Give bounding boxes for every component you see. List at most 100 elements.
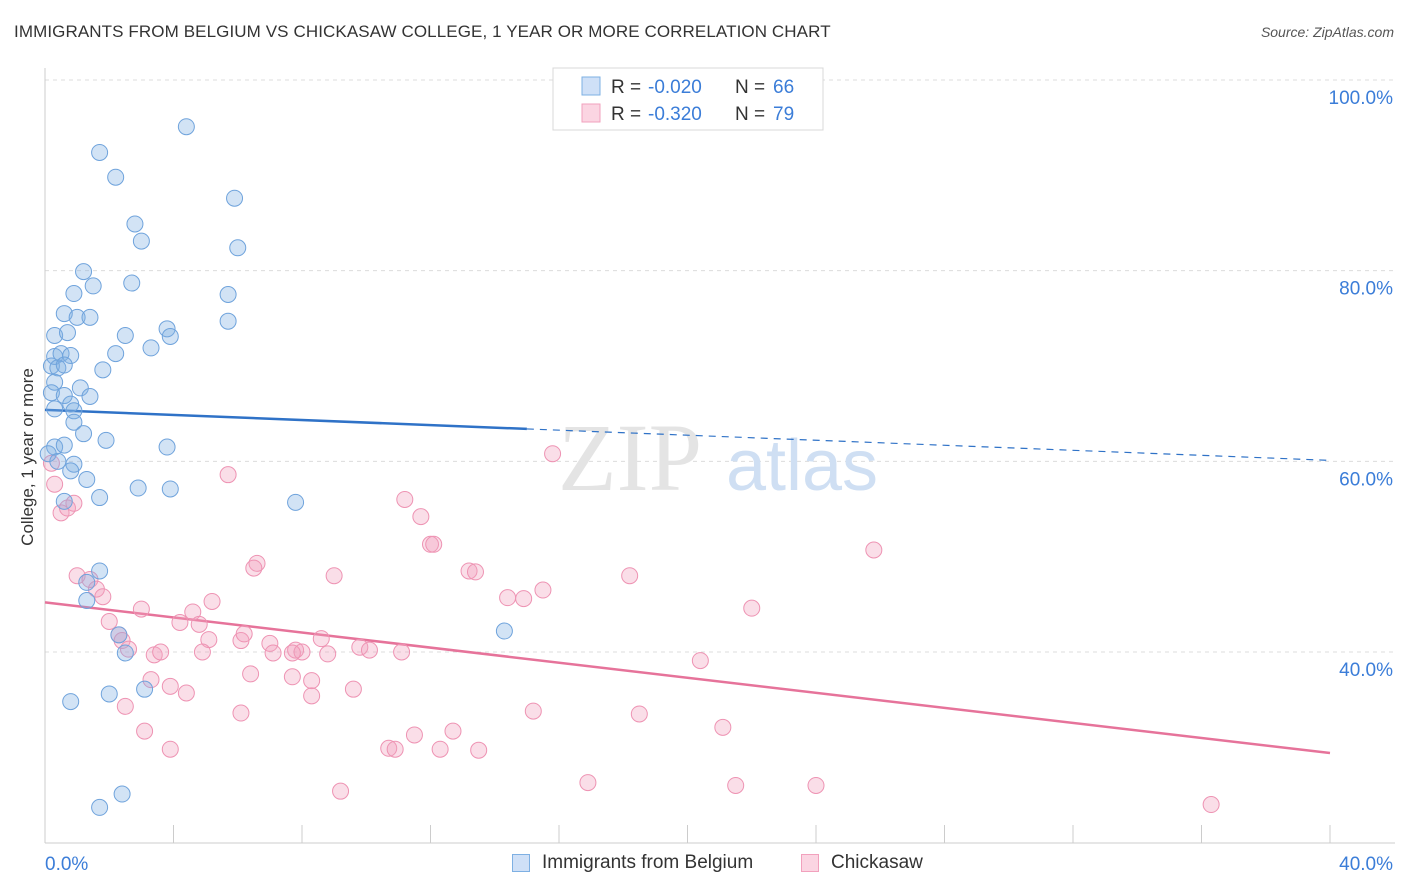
- point-chickasaw: [264, 644, 282, 662]
- point-belgium: [116, 326, 134, 344]
- legend-swatch-belgium: [512, 854, 530, 872]
- stats-legend-swatch-pink: [581, 103, 601, 123]
- point-chickasaw: [161, 677, 179, 695]
- point-chickasaw: [444, 722, 462, 740]
- data-points: [39, 118, 1220, 816]
- point-chickasaw: [380, 739, 398, 757]
- x-tick-label-min: 0.0%: [45, 854, 88, 875]
- point-belgium: [107, 345, 125, 363]
- point-chickasaw: [94, 588, 112, 606]
- point-chickasaw: [431, 740, 449, 758]
- point-belgium: [46, 326, 64, 344]
- point-chickasaw: [325, 567, 343, 585]
- legend-item-chickasaw[interactable]: Chickasaw: [801, 852, 923, 874]
- y-tick-label: 100.0%: [1329, 88, 1394, 109]
- point-belgium: [287, 493, 305, 511]
- point-belgium: [75, 425, 93, 443]
- point-chickasaw: [386, 740, 404, 758]
- point-chickasaw: [319, 645, 337, 663]
- point-belgium: [91, 562, 109, 580]
- point-belgium: [113, 785, 131, 803]
- point-chickasaw: [303, 672, 321, 690]
- y-tick-label: 80.0%: [1339, 279, 1393, 300]
- point-chickasaw: [466, 563, 484, 581]
- x-tick-label-max: 40.0%: [1339, 854, 1393, 875]
- stats-legend: R = -0.020 N = 66 R = -0.320 N = 79: [552, 67, 824, 131]
- bottom-legend: Immigrants from Belgium Chickasaw: [0, 850, 1406, 880]
- point-belgium: [55, 356, 73, 374]
- point-chickasaw: [579, 774, 597, 792]
- point-belgium: [229, 239, 247, 257]
- point-chickasaw: [42, 454, 60, 472]
- point-chickasaw: [68, 567, 86, 585]
- point-chickasaw: [245, 559, 263, 577]
- point-chickasaw: [544, 445, 562, 463]
- point-belgium: [46, 373, 64, 391]
- point-belgium: [126, 215, 144, 233]
- point-chickasaw: [132, 600, 150, 618]
- point-chickasaw: [412, 508, 430, 526]
- point-chickasaw: [360, 641, 378, 659]
- point-belgium: [81, 308, 99, 326]
- point-chickasaw: [344, 680, 362, 698]
- point-belgium: [161, 480, 179, 498]
- point-belgium: [78, 592, 96, 610]
- point-chickasaw: [534, 581, 552, 599]
- point-chickasaw: [621, 567, 639, 585]
- point-belgium: [62, 693, 80, 711]
- point-belgium: [161, 327, 179, 345]
- point-chickasaw: [242, 665, 260, 683]
- axes: 0.0% 40.0%: [44, 68, 1395, 875]
- trendline-chickasaw: [44, 601, 1331, 755]
- point-chickasaw: [405, 726, 423, 744]
- stats-n-label-blue: N =: [735, 77, 765, 98]
- point-belgium: [78, 573, 96, 591]
- point-belgium: [123, 274, 141, 292]
- point-chickasaw: [136, 722, 154, 740]
- point-chickasaw: [630, 705, 648, 723]
- point-belgium: [226, 189, 244, 207]
- point-chickasaw: [807, 776, 825, 794]
- point-chickasaw: [499, 589, 517, 607]
- stats-r-value-pink: -0.320: [648, 104, 702, 125]
- stats-r-label-pink: R =: [611, 104, 641, 125]
- point-belgium: [136, 680, 154, 698]
- point-belgium: [142, 339, 160, 357]
- point-chickasaw: [193, 643, 211, 661]
- point-belgium: [42, 357, 60, 375]
- watermark: ZIP atlas: [558, 404, 878, 511]
- point-chickasaw: [396, 490, 414, 508]
- point-chickasaw: [142, 671, 160, 689]
- point-belgium: [219, 286, 237, 303]
- point-belgium: [91, 489, 109, 507]
- point-chickasaw: [470, 741, 488, 759]
- gridlines: 40.0% 60.0% 80.0% 100.0%: [45, 79, 1395, 681]
- chart-title: IMMIGRANTS FROM BELGIUM VS CHICKASAW COL…: [14, 22, 831, 41]
- point-chickasaw: [161, 740, 179, 758]
- trendline-belgium: [44, 408, 527, 431]
- point-belgium: [132, 232, 150, 250]
- point-chickasaw: [425, 535, 443, 553]
- point-chickasaw: [219, 466, 237, 484]
- source-label: Source: ZipAtlas.com: [1260, 24, 1394, 40]
- point-chickasaw: [100, 612, 118, 630]
- point-chickasaw: [248, 554, 266, 572]
- point-chickasaw: [303, 687, 321, 705]
- stats-n-value-pink: 79: [773, 104, 794, 125]
- point-belgium: [71, 379, 89, 397]
- point-chickasaw: [152, 643, 170, 661]
- point-belgium: [78, 470, 96, 488]
- stats-r-label-blue: R =: [611, 77, 641, 98]
- legend-label-chickasaw: Chickasaw: [831, 852, 923, 873]
- point-chickasaw: [1202, 796, 1220, 814]
- point-chickasaw: [283, 644, 301, 662]
- stats-legend-swatch-blue: [581, 76, 601, 96]
- point-belgium: [97, 431, 115, 449]
- point-belgium: [81, 388, 99, 406]
- legend-item-belgium[interactable]: Immigrants from Belgium: [512, 852, 753, 874]
- point-chickasaw: [332, 782, 350, 800]
- point-belgium: [116, 644, 134, 662]
- y-axis-label: College, 1 year or more: [18, 368, 37, 546]
- point-chickasaw: [691, 652, 709, 670]
